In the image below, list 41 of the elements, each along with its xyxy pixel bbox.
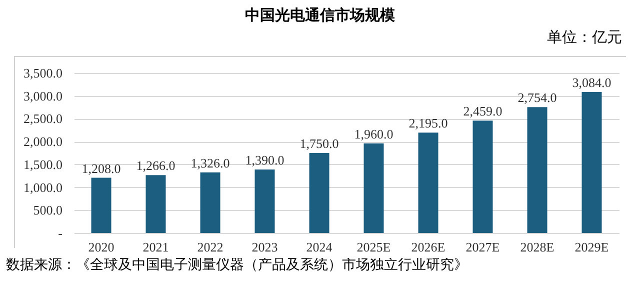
x-tick-label: 2026E [411, 240, 446, 254]
x-tick-label: 2027E [466, 240, 500, 254]
bar [364, 143, 384, 233]
bar [582, 92, 602, 233]
x-tick-label: 2028E [520, 240, 554, 254]
bar [146, 175, 166, 233]
data-label: 1,326.0 [190, 155, 230, 170]
bar [472, 120, 493, 233]
bar [418, 132, 438, 233]
y-tick-label: - [58, 226, 62, 240]
data-label: 2,195.0 [408, 116, 448, 131]
y-tick-label: 2,500.0 [24, 111, 62, 126]
bar [309, 153, 330, 233]
x-tick-label: 2024 [306, 240, 333, 254]
x-tick-label: 2029E [574, 240, 609, 254]
bar [91, 178, 112, 233]
data-label: 1,266.0 [136, 158, 176, 174]
y-tick-label: 3,500.0 [24, 66, 62, 80]
x-tick-label: 2025E [356, 240, 391, 254]
x-tick-label: 2023 [252, 240, 278, 254]
bar [527, 107, 548, 233]
y-tick-label: 2,000.0 [24, 134, 62, 150]
bar [254, 169, 275, 233]
data-label: 1,960.0 [354, 126, 394, 142]
data-label: 3,084.0 [572, 75, 612, 90]
data-label: 2,459.0 [463, 104, 502, 119]
y-tick-label: 500.0 [33, 202, 62, 218]
y-axis-title: 单位：亿元 [546, 28, 623, 48]
x-tick-label: 2021 [142, 240, 169, 254]
source-note: 数据来源：《全球及中国电子测量仪器（产品及系统）市场独立行业研究》 [5, 256, 469, 274]
chart-title: 中国光电通信市场规模 [244, 6, 396, 26]
y-tick-label: 3,000.0 [24, 88, 62, 104]
x-tick-label: 2022 [197, 240, 224, 254]
y-tick-label: 1,000.0 [24, 180, 62, 195]
y-tick-label: 1,500.0 [24, 156, 62, 172]
x-tick-label: 2020 [88, 240, 114, 254]
data-label: 1,390.0 [245, 152, 284, 168]
data-label: 1,208.0 [82, 160, 121, 176]
data-label: 2,754.0 [518, 90, 557, 106]
data-label: 1,750.0 [300, 136, 339, 151]
bar [200, 172, 220, 233]
